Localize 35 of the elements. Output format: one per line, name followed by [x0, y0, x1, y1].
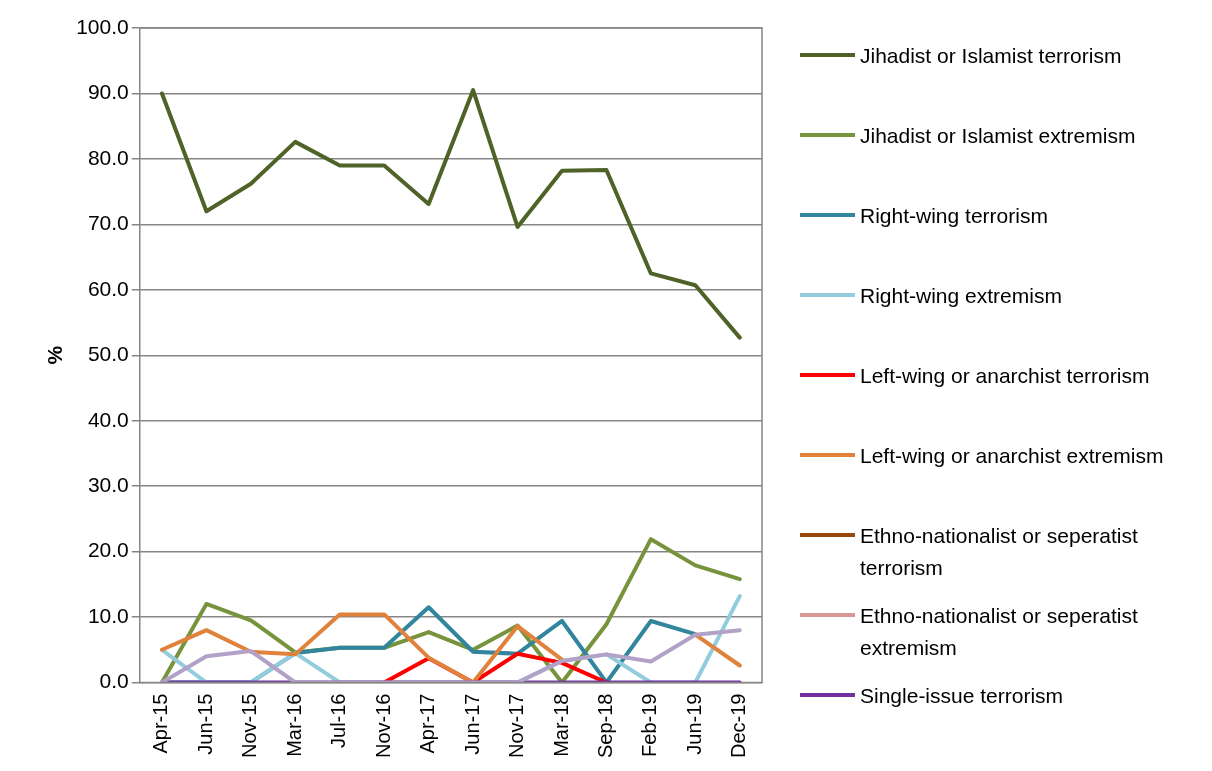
x-tick-label: Jul-16	[327, 693, 350, 748]
x-tick-label: Feb-19	[638, 693, 661, 757]
y-tick-label: 60.0	[87, 276, 129, 300]
legend-label: Right-wing terrorism	[860, 203, 1049, 229]
legend-label: Ethno-nationalist or seperatist extremism	[860, 603, 1139, 661]
y-tick-label: 80.0	[87, 145, 129, 169]
x-tick-label: Mar-16	[282, 693, 305, 757]
y-axis-title: %	[43, 345, 67, 365]
x-tick-label: Nov-15	[238, 693, 261, 758]
y-tick-label: 0.0	[99, 669, 129, 693]
x-tick-label: Jun-19	[682, 693, 705, 755]
x-tick-label: Nov-17	[505, 693, 528, 758]
y-tick-label: 70.0	[87, 211, 129, 235]
x-tick-label: Sep-18	[593, 693, 616, 759]
y-tick-label: 100.0	[76, 14, 129, 38]
x-tick-label: Jun-17	[460, 693, 483, 755]
y-tick-label: 30.0	[87, 472, 129, 496]
legend-label: Ethno-nationalist or seperatist terrorism	[860, 523, 1139, 581]
y-tick-label: 90.0	[87, 80, 129, 104]
legend-label: Left-wing or anarchist terrorism	[860, 363, 1151, 389]
x-tick-label: Dec-19	[727, 693, 750, 758]
y-tick-label: 10.0	[87, 603, 129, 627]
x-tick-label: Apr-17	[416, 693, 439, 754]
x-tick-label: Jun-15	[193, 693, 216, 755]
y-tick-label: 40.0	[87, 407, 129, 431]
y-tick-label: 20.0	[87, 538, 129, 562]
legend-label: Jihadist or Islamist extremism	[860, 123, 1137, 149]
legend-label: Jihadist or Islamist terrorism	[860, 43, 1123, 69]
x-tick-label: Mar-18	[549, 693, 572, 757]
y-tick-label: 50.0	[87, 342, 129, 366]
legend-label: Single-issue terrorism	[860, 683, 1065, 709]
x-tick-label: Apr-15	[149, 693, 172, 754]
x-tick-label: Nov-16	[371, 693, 394, 758]
legend-label: Right-wing extremism	[860, 283, 1063, 309]
legend-label: Left-wing or anarchist extremism	[860, 443, 1165, 469]
